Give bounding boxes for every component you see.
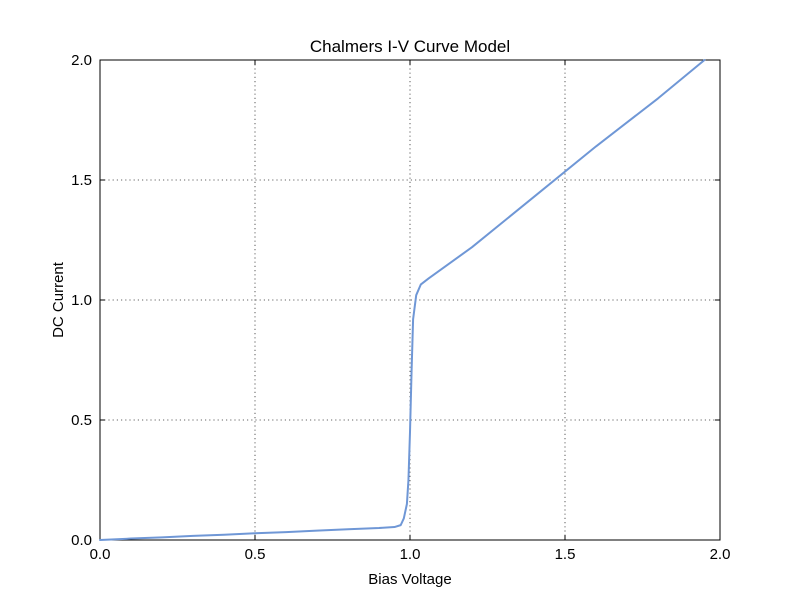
axis-ticks: 0.0 0.5 1.0 1.5 2.0 0.0 0.5 1.0 1.5 2.0 (71, 52, 730, 563)
x-axis-label: Bias Voltage (368, 571, 451, 588)
y-tick-label: 1.0 (71, 292, 92, 309)
y-tick-label: 0.0 (71, 532, 92, 549)
iv-curve-line (99, 59, 706, 541)
x-tick-label: 0.0 (90, 546, 111, 563)
x-tick-label: 1.0 (400, 546, 421, 563)
x-tick-label: 0.5 (245, 546, 266, 563)
grid-lines (100, 60, 720, 540)
y-tick-label: 0.5 (71, 412, 92, 429)
chart-title: Chalmers I-V Curve Model (310, 37, 510, 56)
y-tick-label: 1.5 (71, 172, 92, 189)
x-tick-label: 1.5 (555, 546, 576, 563)
y-tick-label: 2.0 (71, 52, 92, 69)
y-axis-label: DC Current (50, 261, 67, 338)
x-tick-label: 2.0 (710, 546, 731, 563)
series-layer (99, 59, 706, 541)
